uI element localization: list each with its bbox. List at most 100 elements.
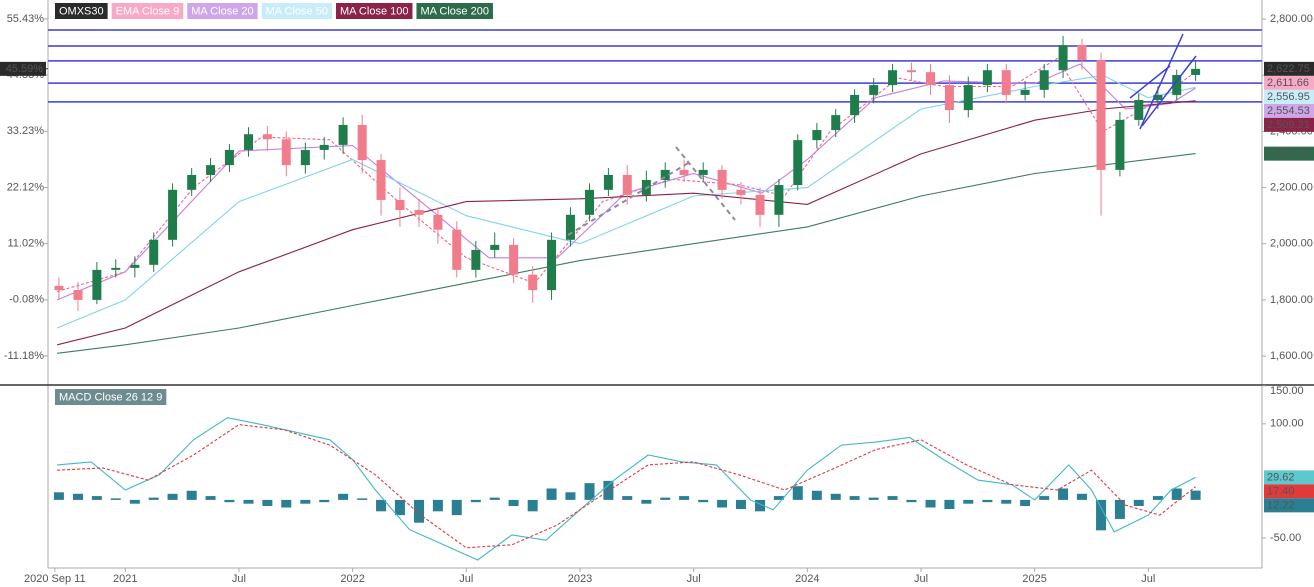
candle-body — [206, 165, 216, 175]
candle-body — [262, 134, 272, 140]
candle-body — [565, 214, 575, 240]
histogram-bar — [792, 486, 803, 500]
candle-body — [869, 85, 879, 95]
legend-label: MA Close 20 — [191, 5, 253, 17]
trend-line — [1139, 33, 1184, 130]
histogram-bar — [489, 497, 500, 500]
histogram-bar — [414, 499, 425, 523]
histogram-bar — [148, 497, 159, 500]
histogram-bar — [1039, 496, 1050, 500]
drawings — [567, 33, 1197, 236]
legend-swatch — [187, 3, 258, 19]
histogram-bar — [735, 499, 746, 510]
candle-body — [414, 210, 424, 215]
histogram-bar — [1020, 499, 1031, 506]
histogram-bar — [584, 483, 595, 500]
candle-body — [679, 169, 689, 175]
candle-body — [1191, 68, 1201, 75]
plot — [44, 18, 1266, 572]
candle-body — [1172, 74, 1182, 95]
candle-body — [1020, 89, 1030, 95]
histogram-bar — [281, 499, 292, 508]
histogram-bar — [167, 493, 178, 500]
histogram-bar — [906, 499, 917, 503]
histogram-bar — [698, 499, 709, 503]
histogram-bar — [565, 492, 576, 500]
candle-body — [774, 185, 784, 215]
y-tick-label: 2,800.00 — [1270, 13, 1313, 25]
histogram-bar — [755, 499, 766, 512]
histogram-bar — [1114, 499, 1125, 519]
trend-line — [1129, 65, 1171, 99]
labels: 2020 Sep 11 2021 Jul 2022 Jul 2023 Jul 2024 Jul 2… — [0, 3, 1314, 585]
legend-swatch — [111, 3, 184, 19]
candle-body — [717, 169, 727, 190]
histogram-bar — [1076, 493, 1087, 500]
x-tick-label: 2025 — [1022, 573, 1046, 585]
line — [56, 100, 1196, 346]
candle-body — [281, 139, 291, 166]
histogram-bar — [811, 490, 822, 500]
histogram-bar — [357, 498, 368, 500]
x-tick-label: 2020 Sep 11 — [24, 573, 86, 585]
legend-item: EMA Close 9 — [111, 3, 184, 19]
candle-body — [528, 274, 538, 291]
histogram-bar — [432, 499, 443, 512]
macd-title: MACD Close 26 12 9 — [59, 391, 162, 403]
value-label: 2,554.53 — [1267, 105, 1310, 117]
candle-body — [149, 239, 159, 265]
y2-tick-label: 33.23% — [7, 125, 45, 137]
candle-body — [831, 115, 841, 131]
x-tick-label: 2023 — [568, 573, 592, 585]
histogram-bar — [53, 492, 64, 500]
value-badge — [1264, 61, 1314, 76]
histogram-bar — [982, 499, 993, 503]
legend-label: OMXS30 — [59, 5, 104, 17]
legend-label: MA Close 100 — [340, 5, 408, 17]
value-label: 12.22 — [1267, 499, 1295, 511]
histogram-bar — [376, 499, 387, 512]
legend-swatch — [261, 3, 332, 19]
x-tick-label: Jul — [1141, 573, 1155, 585]
candle-body — [54, 285, 64, 291]
candle-body — [433, 214, 443, 230]
legend-label: MA Close 50 — [266, 5, 328, 17]
legend-label: MA Close 200 — [420, 5, 488, 17]
x-tick-label: Jul — [687, 573, 701, 585]
candle-body — [1153, 94, 1163, 100]
candle-body — [755, 194, 765, 215]
candle-body — [130, 264, 140, 268]
histogram-bar — [224, 499, 235, 503]
candle-body — [452, 229, 462, 270]
histogram-bar — [868, 497, 879, 500]
histogram-bar — [527, 499, 538, 512]
macd-title-box — [55, 389, 167, 405]
x-tick-label: 2022 — [340, 573, 364, 585]
candle-body — [338, 124, 348, 145]
histogram-bar — [717, 499, 728, 508]
value-badge — [1264, 470, 1314, 485]
candle-body — [376, 160, 386, 200]
histogram-bar — [622, 496, 633, 500]
value-label: 2,611.66 — [1267, 77, 1309, 89]
candle-body — [736, 189, 746, 195]
histogram-bar — [830, 493, 841, 500]
histogram-bar — [300, 499, 311, 504]
legend-item: MA Close 100 — [335, 3, 413, 19]
histogram-bar — [679, 496, 690, 500]
histogram-bar — [205, 496, 216, 500]
histogram-bar — [394, 499, 405, 516]
histogram-bar — [773, 496, 784, 500]
candle-body — [793, 140, 803, 186]
histogram-bar — [186, 490, 197, 500]
candle-body — [471, 249, 481, 270]
value-label: 2,320.89 — [1267, 148, 1310, 160]
candle-body — [926, 72, 936, 86]
y-tick-label: 1,800.00 — [1270, 294, 1313, 306]
y-tick-label: 150.00 — [1270, 385, 1304, 397]
value-badge — [1264, 117, 1314, 132]
histogram-bar — [91, 496, 102, 500]
x-tick-label: 2021 — [113, 573, 137, 585]
y-tick-label: 2,200.00 — [1270, 181, 1313, 193]
